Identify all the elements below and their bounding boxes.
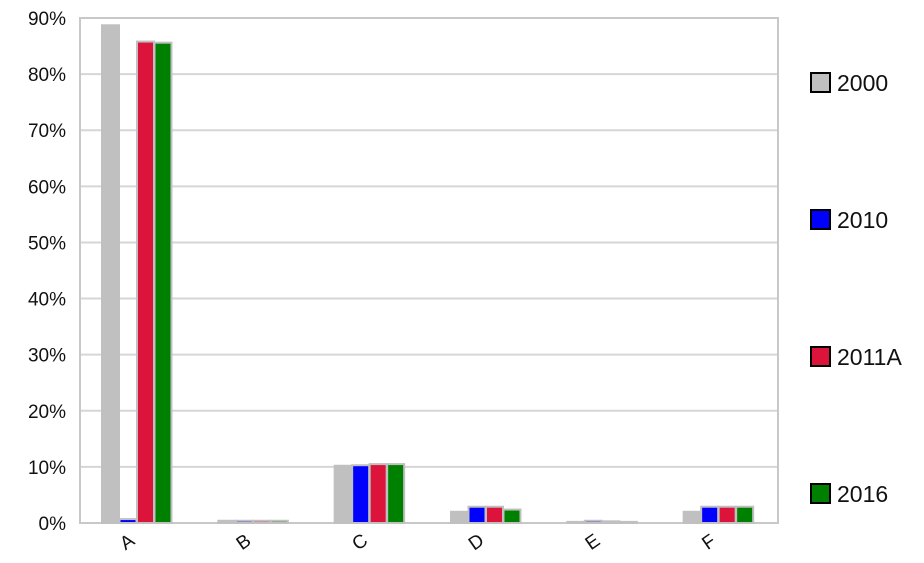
y-tick-label: 50%	[28, 233, 66, 254]
legend-item-2000: 2000	[810, 70, 888, 96]
legend-item-2010: 2010	[810, 207, 888, 233]
x-tick-label: F	[698, 531, 720, 555]
bar-2010-d	[467, 505, 487, 525]
bar-2016-b	[269, 519, 289, 524]
x-tick-label: E	[582, 530, 604, 554]
bars	[101, 24, 755, 525]
x-axis-ticks: A B C D E F	[116, 530, 720, 555]
legend-item-2011a: 2011A	[810, 344, 902, 370]
y-tick-label: 90%	[28, 9, 66, 30]
bar-2000-f	[682, 510, 702, 524]
x-tick-label: B	[233, 530, 255, 554]
bar-2011a-e	[601, 520, 621, 524]
y-tick-label: 70%	[28, 121, 66, 142]
bar-2010-b	[234, 519, 254, 524]
y-tick-label: 30%	[28, 346, 66, 367]
legend-item-2016: 2016	[810, 481, 888, 507]
bar-2011a-c	[368, 463, 388, 525]
x-tick-label: D	[465, 530, 488, 555]
legend-label: 2000	[837, 70, 888, 96]
bar-2016-e	[618, 520, 638, 525]
bar-2011a-d	[485, 505, 504, 525]
legend-label: 2016	[837, 481, 888, 507]
x-tick-label: C	[349, 530, 372, 555]
legend-swatch	[810, 346, 831, 367]
bar-2011a-a	[136, 40, 155, 524]
legend-label: 2010	[837, 207, 888, 233]
y-axis-ticks: 0% 10% 20% 30% 40% 50% 60% 70% 80% 90%	[28, 9, 66, 535]
bar-2011a-b	[252, 519, 272, 524]
legend-swatch	[810, 72, 831, 93]
bar-2016-c	[386, 463, 406, 525]
bar-2016-f	[735, 505, 755, 525]
bar-2000-a	[101, 24, 120, 525]
y-tick-label: 0%	[39, 514, 67, 535]
y-tick-label: 80%	[28, 65, 66, 86]
y-tick-label: 60%	[28, 177, 66, 198]
bar-2011a-f	[717, 505, 737, 525]
bar-2000-c	[333, 464, 353, 524]
legend-swatch	[810, 483, 831, 504]
plot-frame	[79, 17, 779, 524]
bar-2010-c	[351, 464, 371, 525]
bar-2016-d	[502, 508, 522, 524]
y-tick-label: 40%	[28, 290, 66, 311]
bar-2010-a	[118, 518, 138, 524]
x-tick-label: A	[116, 530, 139, 555]
legend-swatch	[810, 209, 831, 230]
grid-lines	[80, 73, 778, 468]
bar-2000-e	[566, 520, 586, 525]
bar-2010-e	[583, 519, 603, 524]
bar-2000-b	[217, 519, 237, 524]
legend: 2000 2010 2011A 2016	[810, 70, 902, 507]
bar-2000-d	[450, 510, 469, 524]
bar-2010-f	[700, 505, 720, 525]
y-tick-label: 10%	[28, 458, 66, 479]
y-tick-label: 20%	[28, 402, 66, 423]
bar-2016-a	[153, 41, 173, 524]
legend-label: 2011A	[837, 344, 902, 370]
